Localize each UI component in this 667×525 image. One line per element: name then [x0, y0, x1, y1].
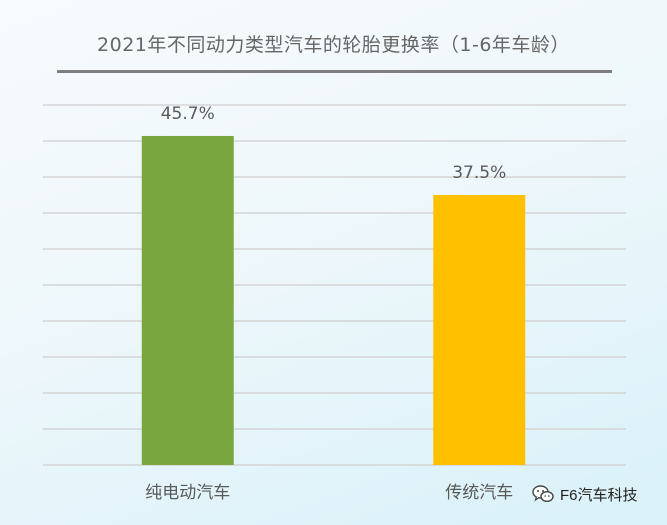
wechat-icon — [532, 485, 554, 503]
x-tick-label-1: 纯电动汽车 — [145, 483, 230, 503]
x-tick-labels: 纯电动汽车 传统汽车 — [145, 483, 513, 503]
bars — [141, 135, 526, 465]
watermark: F6汽车科技 — [532, 482, 638, 506]
chart-title: 2021年不同动力类型汽车的轮胎更换率（1-6年车龄） — [97, 34, 570, 56]
bar-2 — [433, 195, 526, 465]
bar-1 — [141, 135, 234, 465]
title-divider — [57, 70, 612, 73]
data-label-2: 37.5% — [452, 163, 506, 183]
watermark-text: F6汽车科技 — [560, 486, 638, 504]
x-tick-label-2: 传统汽车 — [445, 483, 513, 503]
data-label-1: 45.7% — [161, 104, 215, 124]
data-labels: 45.7% 37.5% — [161, 104, 507, 183]
gridlines — [43, 104, 626, 466]
